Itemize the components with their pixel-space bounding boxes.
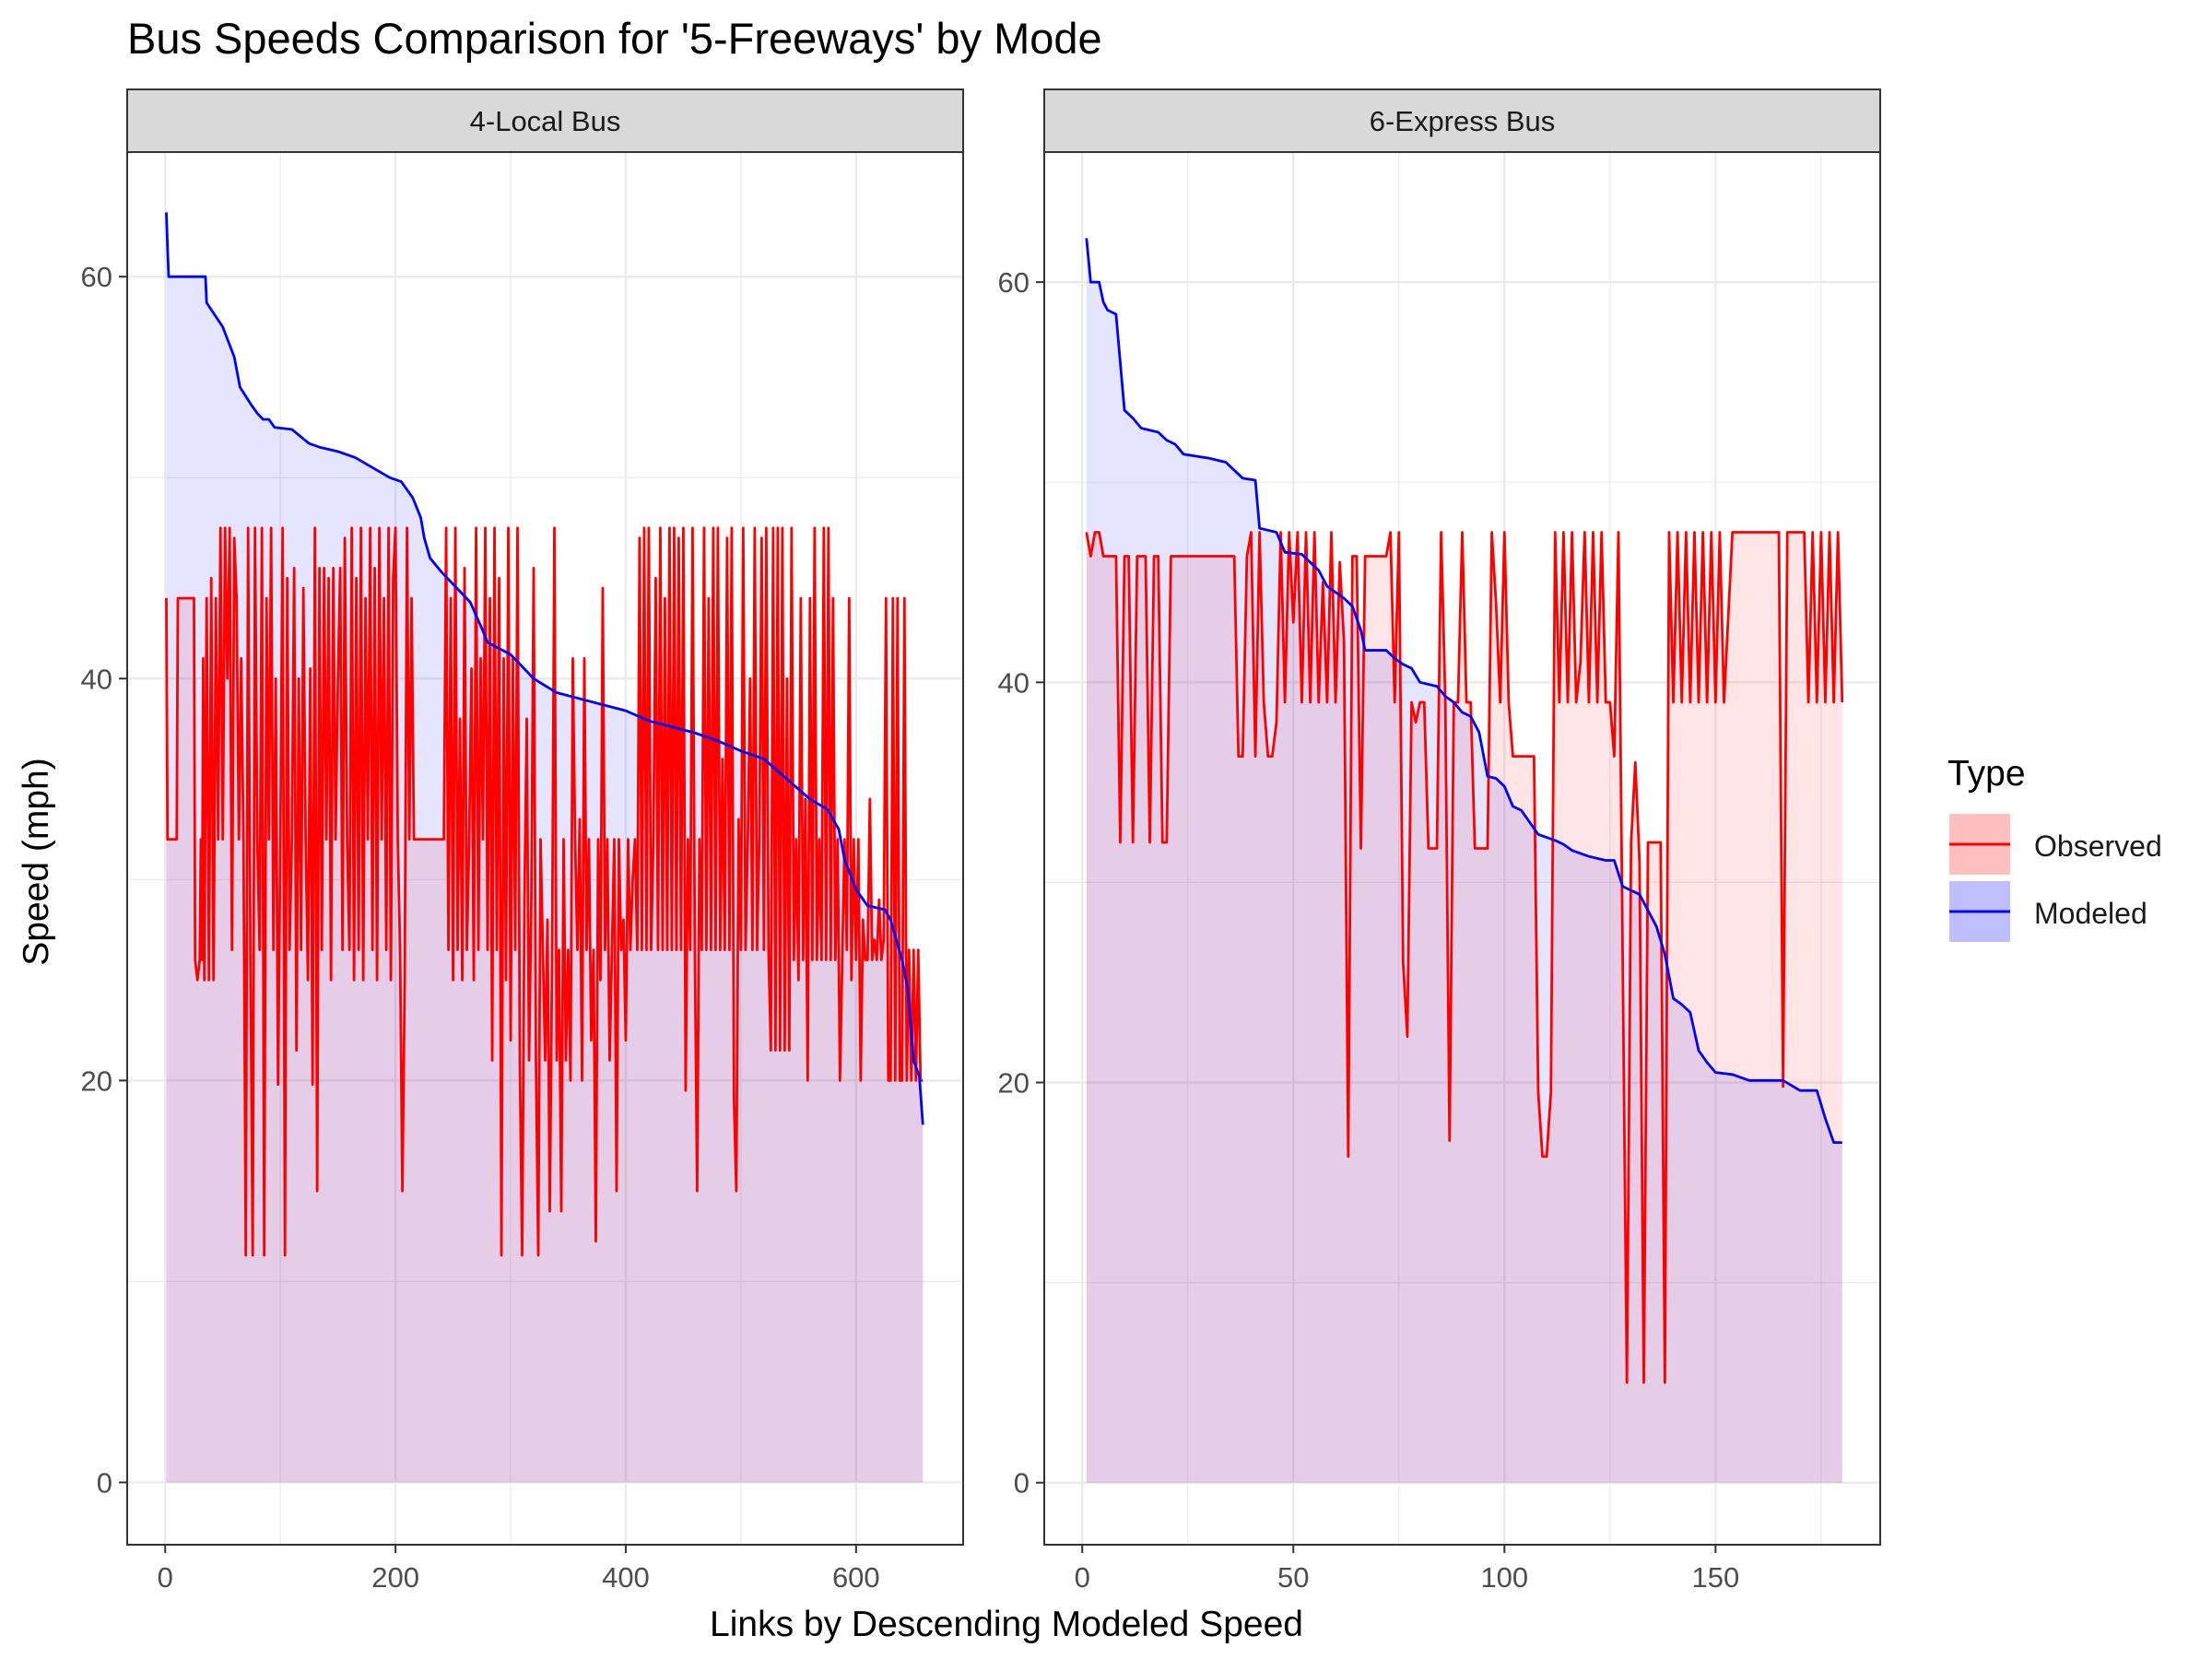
panel-express-bus: 6-Express Bus 0 20 40 60 0 50 100 150	[998, 88, 1881, 1594]
chart-title: Bus Speeds Comparison for '5-Freeways' b…	[127, 14, 1102, 63]
line-modeled-express-bus	[1085, 238, 1842, 1145]
line-modeled-local-bus	[165, 212, 924, 1125]
legend-item-modeled: Modeled	[1949, 881, 2147, 942]
area-observed-express-bus	[1086, 532, 1842, 1483]
panel-border-local-bus	[126, 151, 964, 1546]
y-tick-label: 0	[97, 1466, 112, 1499]
y-tick-label: 60	[81, 261, 112, 293]
legend-title: Type	[1947, 754, 2026, 794]
legend: Type Observed Modeled	[1947, 754, 2162, 942]
x-tick-label: 50	[1277, 1561, 1309, 1594]
area-modeled-local-bus	[166, 212, 924, 1483]
x-tick-label: 150	[1691, 1561, 1739, 1594]
x-tick-label: 0	[1075, 1561, 1090, 1594]
facet-strip-express-bus	[1043, 88, 1881, 153]
facet-label-express-bus: 6-Express Bus	[1370, 105, 1556, 137]
x-tick-label: 200	[371, 1561, 419, 1594]
y-tick-label: 20	[81, 1065, 112, 1097]
legend-item-observed: Observed	[1949, 814, 2162, 875]
legend-label-modeled: Modeled	[2034, 897, 2147, 930]
x-tick-label: 0	[158, 1561, 173, 1594]
y-axis-title: Speed (mph)	[17, 758, 56, 965]
y-tick-label: 40	[81, 663, 112, 695]
line-observed-express-bus	[1085, 531, 1844, 1384]
y-tick-label: 60	[998, 266, 1030, 299]
x-axis-title: Links by Descending Modeled Speed	[710, 1605, 1303, 1644]
y-tick-label: 20	[998, 1067, 1030, 1100]
legend-label-observed: Observed	[2034, 830, 2162, 863]
facet-strip-local-bus	[126, 88, 964, 153]
panel-border-express-bus	[1043, 151, 1881, 1546]
line-observed-local-bus	[165, 526, 924, 1257]
area-modeled-express-bus	[1086, 238, 1842, 1483]
facet-label-local-bus: 4-Local Bus	[470, 105, 621, 137]
x-tick-label: 400	[602, 1561, 650, 1594]
plot-area-express-bus	[1044, 152, 1880, 1545]
x-tick-label: 600	[832, 1561, 880, 1594]
y-tick-label: 0	[1014, 1467, 1030, 1500]
y-tick-label: 40	[998, 666, 1030, 699]
x-tick-label: 100	[1480, 1561, 1528, 1594]
